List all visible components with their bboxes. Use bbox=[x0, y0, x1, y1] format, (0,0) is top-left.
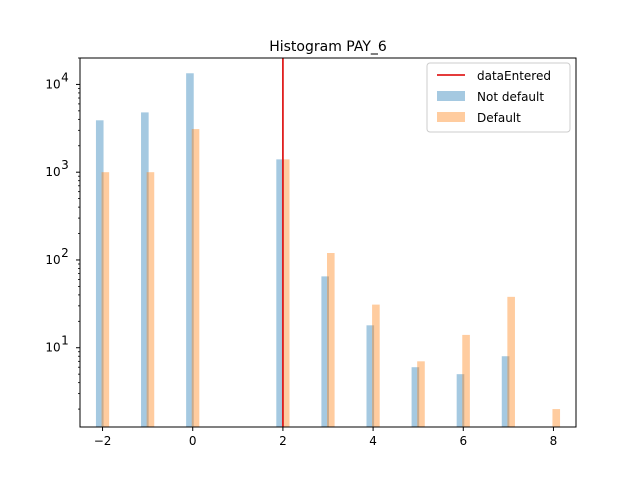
bar-not-default-2 bbox=[276, 159, 284, 427]
x-tick-label: 4 bbox=[369, 434, 377, 448]
axes-frame bbox=[79, 57, 577, 428]
y-tick-exponent: 3 bbox=[61, 158, 69, 172]
legend-swatch-default bbox=[437, 112, 465, 122]
x-tick-label: 6 bbox=[459, 434, 467, 448]
y-tick-label: 10 bbox=[45, 253, 60, 267]
bar-default-5 bbox=[417, 361, 425, 427]
bar-default-8 bbox=[552, 409, 561, 427]
bar-default-neg2 bbox=[101, 172, 110, 427]
bars-layer bbox=[95, 73, 561, 428]
legend-box bbox=[426, 62, 571, 133]
x-tick-label: −2 bbox=[94, 434, 112, 448]
bar-not-default-neg2 bbox=[95, 120, 104, 427]
bar-not-default-3 bbox=[321, 276, 329, 427]
legend-swatch-not-default bbox=[437, 91, 465, 101]
y-tick-exponent: 2 bbox=[61, 246, 69, 260]
x-axis: −2 0 2 4 6 8 bbox=[94, 427, 558, 448]
bar-default-6 bbox=[462, 334, 470, 427]
bar-default-neg1 bbox=[146, 172, 155, 427]
bar-default-0 bbox=[191, 129, 200, 427]
bar-not-default-neg1 bbox=[141, 112, 149, 428]
bar-default-3 bbox=[327, 253, 335, 427]
y-tick-label: 10 bbox=[45, 77, 60, 91]
bar-not-default-5 bbox=[411, 367, 420, 427]
bar-default-2 bbox=[281, 159, 290, 427]
bar-not-default-0 bbox=[186, 73, 194, 428]
y-tick-exponent: 1 bbox=[61, 334, 69, 348]
x-tick-label: 2 bbox=[279, 434, 287, 448]
legend: dataEntered Not default Default bbox=[426, 62, 571, 133]
y-tick-label: 10 bbox=[45, 165, 60, 179]
bar-default-7 bbox=[507, 296, 515, 427]
bar-default-4 bbox=[372, 304, 380, 427]
y-tick-exponent: 4 bbox=[61, 70, 69, 84]
legend-label-not-default: Not default bbox=[477, 90, 544, 104]
y-tick-label: 10 bbox=[45, 341, 60, 355]
x-tick-label: 8 bbox=[550, 434, 558, 448]
bar-not-default-4 bbox=[366, 325, 375, 427]
bar-not-default-6 bbox=[456, 374, 465, 427]
legend-label-default: Default bbox=[477, 111, 521, 125]
x-tick-label: 0 bbox=[189, 434, 197, 448]
chart-title: Histogram PAY_6 bbox=[269, 39, 387, 55]
legend-label-dataentered: dataEntered bbox=[477, 69, 551, 83]
bar-not-default-7 bbox=[501, 356, 510, 427]
